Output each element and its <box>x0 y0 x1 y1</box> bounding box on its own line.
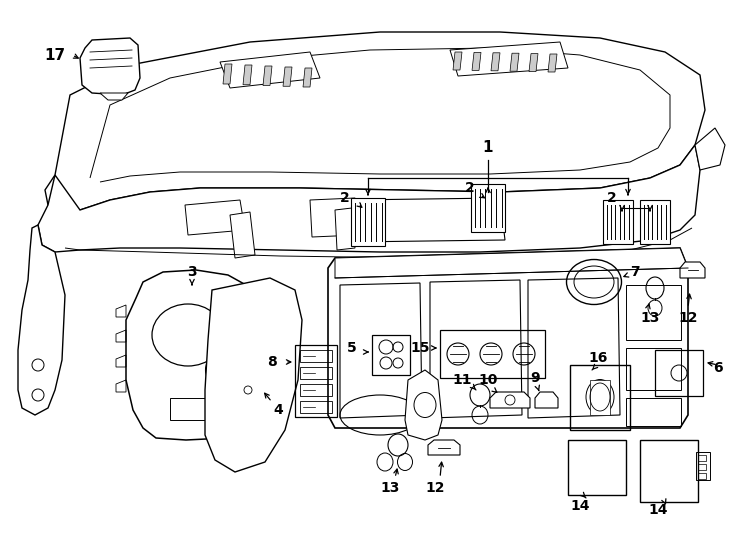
Polygon shape <box>529 53 538 72</box>
Polygon shape <box>640 200 670 244</box>
Polygon shape <box>603 200 633 244</box>
Bar <box>696 452 710 480</box>
Bar <box>698 455 706 461</box>
Polygon shape <box>340 283 422 418</box>
Text: 13: 13 <box>640 311 660 325</box>
Text: 16: 16 <box>589 351 608 365</box>
Text: 2: 2 <box>340 191 350 205</box>
Text: 1: 1 <box>483 140 493 156</box>
Polygon shape <box>510 53 519 71</box>
Text: 14: 14 <box>648 503 668 517</box>
Bar <box>372 335 410 375</box>
Polygon shape <box>491 53 500 71</box>
Polygon shape <box>220 52 320 88</box>
Bar <box>570 365 630 430</box>
Polygon shape <box>450 42 568 76</box>
Polygon shape <box>405 370 442 440</box>
Text: 11: 11 <box>452 373 472 387</box>
Polygon shape <box>45 32 705 215</box>
Polygon shape <box>310 198 358 237</box>
Text: 14: 14 <box>570 499 589 513</box>
Polygon shape <box>471 184 505 232</box>
Bar <box>300 367 332 379</box>
Polygon shape <box>230 212 255 258</box>
Text: 10: 10 <box>479 373 498 387</box>
Text: 3: 3 <box>187 265 197 279</box>
Polygon shape <box>548 54 557 72</box>
Polygon shape <box>283 67 292 86</box>
Text: 15: 15 <box>410 341 429 355</box>
Polygon shape <box>185 200 245 235</box>
Polygon shape <box>490 392 530 408</box>
Bar <box>655 350 703 396</box>
Polygon shape <box>335 208 355 250</box>
Text: 2: 2 <box>607 191 617 205</box>
Text: 9: 9 <box>530 371 539 385</box>
Text: 2: 2 <box>465 181 475 195</box>
Bar <box>698 473 706 479</box>
Text: 7: 7 <box>631 265 640 279</box>
Bar <box>300 384 332 396</box>
Text: 6: 6 <box>713 361 723 375</box>
Polygon shape <box>453 52 462 70</box>
Polygon shape <box>80 38 140 95</box>
Polygon shape <box>205 278 302 472</box>
Bar <box>626 398 681 426</box>
Bar <box>640 440 698 502</box>
Text: 4: 4 <box>273 403 283 417</box>
Bar <box>568 440 626 495</box>
Bar <box>440 330 545 378</box>
Polygon shape <box>680 262 705 278</box>
Polygon shape <box>243 65 252 85</box>
Polygon shape <box>223 64 232 84</box>
Text: 12: 12 <box>425 481 445 495</box>
Bar <box>300 401 332 413</box>
Polygon shape <box>590 380 610 415</box>
Text: 5: 5 <box>347 341 357 355</box>
Polygon shape <box>335 248 688 278</box>
Bar <box>626 285 681 340</box>
Polygon shape <box>695 128 725 170</box>
Bar <box>170 398 212 420</box>
Polygon shape <box>535 392 558 408</box>
Polygon shape <box>350 198 505 242</box>
Text: 12: 12 <box>678 311 698 325</box>
Text: 8: 8 <box>267 355 277 369</box>
Polygon shape <box>430 280 522 418</box>
Bar <box>698 464 706 470</box>
Polygon shape <box>303 68 312 87</box>
Bar <box>295 345 337 417</box>
Bar <box>300 350 332 362</box>
Text: 13: 13 <box>380 481 400 495</box>
Polygon shape <box>472 52 481 70</box>
Bar <box>626 348 681 390</box>
Polygon shape <box>126 270 253 440</box>
Polygon shape <box>428 440 460 455</box>
Polygon shape <box>528 278 620 418</box>
Text: 17: 17 <box>45 48 65 63</box>
Polygon shape <box>100 93 128 100</box>
Polygon shape <box>328 248 688 428</box>
Polygon shape <box>263 66 272 85</box>
Polygon shape <box>18 225 65 415</box>
Polygon shape <box>38 145 700 252</box>
Polygon shape <box>351 198 385 246</box>
